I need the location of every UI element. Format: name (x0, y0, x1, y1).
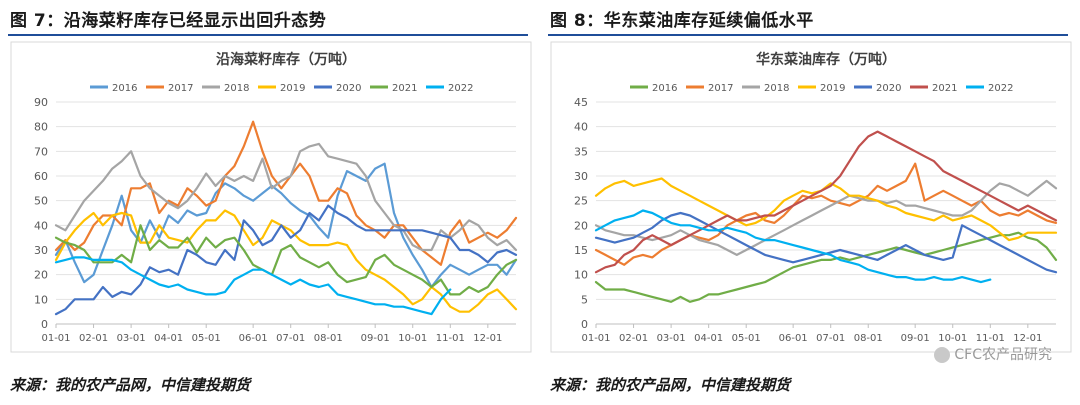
left-y-tick-0: 0 (41, 318, 48, 331)
right-x-tick-01-01: 01-01 (581, 333, 610, 344)
right-figure-title: 图 8：华东菜油库存延续偏低水平 (550, 11, 814, 31)
right-x-tick-04-01: 04-01 (694, 333, 723, 344)
left-legend-label-2016: 2016 (112, 83, 137, 94)
left-legend-label-2022: 2022 (448, 83, 473, 94)
left-y-tick-20: 20 (34, 269, 48, 282)
right-legend-label-2017: 2017 (708, 83, 733, 94)
right-y-tick-35: 35 (574, 145, 588, 158)
right-series-line-2022 (594, 209, 992, 284)
watermark: CFC农产品研究 (934, 344, 1052, 364)
left-series-line-2021 (54, 224, 518, 296)
right-x-tick-08-01: 08-01 (854, 333, 883, 344)
left-source-note: 来源：我的农产品网，中信建投期货 (10, 376, 251, 394)
right-series-line-2019 (594, 177, 1058, 242)
left-x-tick-04-01: 04-01 (154, 333, 183, 344)
right-rapeseed-oil-stock-chart: 华东菜油库存（万吨）2016 2017 2018 2019 2020 2021 202205… (550, 41, 1072, 353)
left-x-tick-09-01: 09-01 (361, 333, 390, 344)
right-y-tick-15: 15 (574, 244, 588, 257)
left-legend-label-2019: 2019 (280, 83, 305, 94)
right-legend-label-2020: 2020 (876, 83, 901, 94)
left-series-line-2017 (54, 120, 518, 266)
right-y-tick-30: 30 (574, 170, 588, 183)
watermark-text: CFC农产品研究 (954, 347, 1052, 363)
right-y-tick-5: 5 (581, 293, 588, 306)
left-rapeseed-stock-chart: 沿海菜籽库存（万吨）2016 2017 2018 2019 2020 2021 202201… (10, 41, 532, 353)
left-y-tick-10: 10 (34, 293, 48, 306)
left-chart-title: 沿海菜籽库存（万吨） (216, 51, 356, 68)
left-legend-label-2018: 2018 (224, 83, 249, 94)
right-x-tick-10-01: 10-01 (938, 333, 967, 344)
left-y-tick-70: 70 (34, 145, 48, 158)
left-figure: 图 7：沿海菜籽库存已经显示出回升态势 沿海菜籽库存（万吨） 2016 2017 20… (8, 11, 532, 394)
left-y-tick-60: 60 (34, 170, 48, 183)
right-source-note: 来源：我的农产品网，中信建投期货 (550, 376, 791, 394)
left-legend-label-2017: 2017 (168, 83, 193, 94)
left-y-tick-30: 30 (34, 244, 48, 257)
left-x-tick-05-01: 05-01 (192, 333, 221, 344)
right-legend-label-2018: 2018 (764, 83, 789, 94)
left-y-tick-40: 40 (34, 219, 48, 232)
right-y-tick-20: 20 (574, 219, 588, 232)
right-y-tick-10: 10 (574, 269, 588, 282)
left-x-tick-02-01: 02-01 (79, 333, 108, 344)
right-series-line-2016 (594, 231, 1058, 303)
right-x-tick-12-01: 12-01 (1013, 333, 1042, 344)
left-x-tick-03-01: 03-01 (117, 333, 146, 344)
right-x-tick-05-01: 05-01 (732, 333, 761, 344)
right-figure: 图 8：华东菜油库存延续偏低水平 华东菜油库存（万吨） 2016 2017 2018 2… (540, 0, 1080, 405)
left-x-tick-01-01: 01-01 (41, 333, 70, 344)
right-x-tick-07-01: 07-01 (816, 333, 845, 344)
left-series-line-2019 (54, 209, 518, 313)
left-series-line-2022 (54, 256, 452, 316)
left-x-tick-07-01: 07-01 (276, 333, 305, 344)
right-x-tick-03-01: 03-01 (657, 333, 686, 344)
left-title-rule (8, 34, 528, 36)
right-x-tick-11-01: 11-01 (976, 333, 1005, 344)
right-chart-title: 华东菜油库存（万吨） (756, 51, 896, 68)
left-series-line-2018 (54, 142, 518, 252)
left-x-tick-08-01: 08-01 (314, 333, 343, 344)
left-x-tick-10-01: 10-01 (398, 333, 427, 344)
left-y-tick-50: 50 (34, 195, 48, 208)
right-series-line-2021 (594, 130, 1058, 274)
left-legend-label-2021: 2021 (392, 83, 417, 94)
right-title-rule (548, 34, 1068, 36)
right-x-tick-02-01: 02-01 (619, 333, 648, 344)
left-x-tick-06-01: 06-01 (239, 333, 268, 344)
right-legend-label-2019: 2019 (820, 83, 845, 94)
right-legend-label-2016: 2016 (652, 83, 677, 94)
right-y-tick-25: 25 (574, 195, 588, 208)
left-figure-title: 图 7：沿海菜籽库存已经显示出回升态势 (10, 11, 327, 31)
right-x-tick-09-01: 09-01 (901, 333, 930, 344)
right-y-tick-45: 45 (574, 96, 588, 109)
right-legend-label-2021: 2021 (932, 83, 957, 94)
right-y-tick-0: 0 (581, 318, 588, 331)
left-x-tick-11-01: 11-01 (436, 333, 465, 344)
right-y-tick-40: 40 (574, 121, 588, 134)
left-series-line-2020 (54, 204, 518, 316)
right-x-tick-06-01: 06-01 (779, 333, 808, 344)
left-y-tick-80: 80 (34, 121, 48, 134)
left-x-tick-12-01: 12-01 (473, 333, 502, 344)
right-series-line-2018 (594, 179, 1058, 256)
right-legend-label-2022: 2022 (988, 83, 1013, 94)
left-y-tick-90: 90 (34, 96, 48, 109)
left-series-line-2016 (54, 162, 518, 289)
wechat-logo-icon (934, 347, 951, 363)
left-legend-label-2020: 2020 (336, 83, 361, 94)
